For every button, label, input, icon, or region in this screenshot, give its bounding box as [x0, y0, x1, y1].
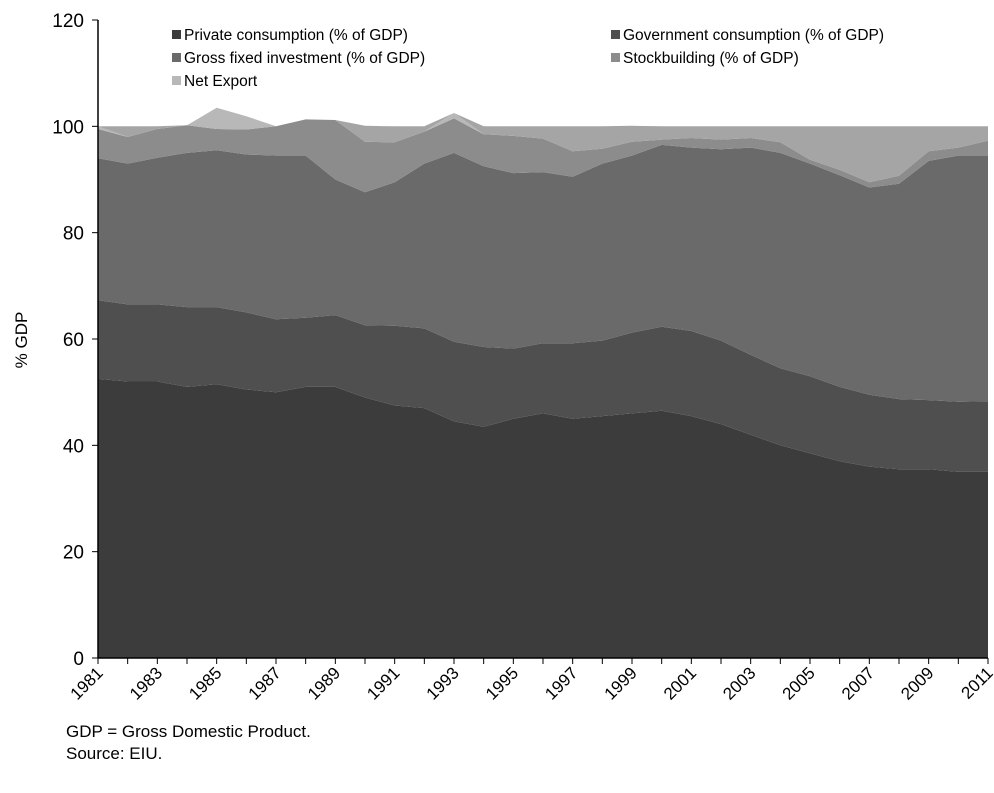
- legend-swatch: [611, 53, 620, 62]
- legend-swatch: [172, 53, 181, 62]
- x-tick-label: 1995: [482, 663, 522, 703]
- stacked-areas: [98, 107, 988, 658]
- x-tick-label: 1989: [304, 663, 344, 703]
- y-axis-label: % GDP: [12, 312, 31, 369]
- x-tick-label: 2003: [719, 663, 759, 703]
- area-government-consumption-of-gdp: [98, 300, 988, 472]
- x-tick-label: 1999: [601, 663, 641, 703]
- area-gross-fixed-investment-of-gdp: [98, 144, 988, 402]
- legend: Private consumption (% of GDP) Government…: [172, 27, 884, 90]
- y-tick-label: 100: [52, 117, 84, 138]
- legend-swatch: [172, 76, 181, 85]
- legend-label: Net Export: [184, 73, 258, 90]
- x-tick-label: 1987: [245, 663, 285, 703]
- area-series-6: [98, 107, 988, 183]
- x-tick-label: 2005: [779, 663, 819, 703]
- area-private-consumption-of-gdp: [98, 378, 988, 658]
- x-tick-label: 2011: [958, 663, 994, 702]
- x-tick-label: 1993: [423, 663, 463, 703]
- y-tick-label: 80: [63, 224, 84, 245]
- y-tick-label: 120: [52, 11, 84, 32]
- x-tick-label: 1997: [541, 663, 581, 703]
- y-tick-label: 40: [63, 436, 84, 457]
- y-tick-label: 20: [63, 543, 84, 564]
- legend-swatch: [172, 30, 181, 39]
- y-tick-label: 60: [63, 330, 84, 351]
- x-tick-label: 1985: [185, 663, 225, 703]
- x-tick-label: 1991: [363, 663, 403, 703]
- x-tick-label: 2009: [897, 663, 937, 703]
- legend-label: Government consumption (% of GDP): [623, 27, 884, 44]
- legend-swatch: [611, 30, 620, 39]
- area-stockbuilding-of-gdp: [98, 118, 988, 193]
- x-tick-label: 1983: [126, 663, 166, 703]
- x-tick-label: 2007: [838, 663, 878, 703]
- legend-label: Stockbuilding (% of GDP): [623, 50, 799, 67]
- footnote-note: GDP = Gross Domestic Product.: [66, 722, 311, 741]
- legend-label: Gross fixed investment (% of GDP): [184, 50, 425, 67]
- footnote-source: Source: EIU.: [66, 744, 163, 763]
- x-tick-label: 2001: [660, 663, 700, 703]
- legend-label: Private consumption (% of GDP): [184, 27, 408, 44]
- y-tick-label: 0: [73, 649, 84, 670]
